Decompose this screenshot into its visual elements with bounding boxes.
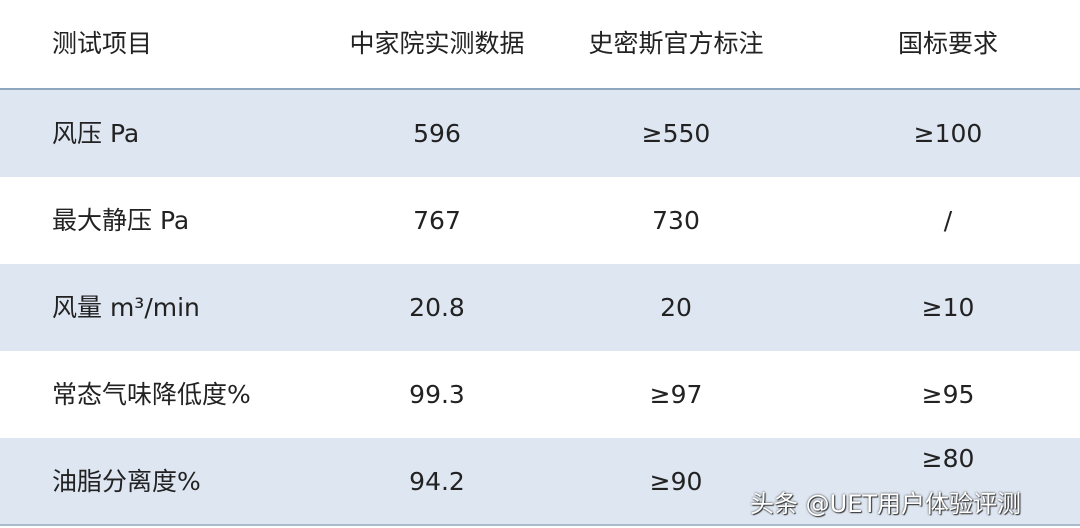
cell-official: ≥90 bbox=[649, 466, 703, 496]
cell-official: 730 bbox=[652, 205, 700, 235]
table-bottom-border bbox=[0, 524, 1080, 526]
cell-standard: ≥80 bbox=[921, 444, 975, 473]
header-official: 史密斯官方标注 bbox=[588, 29, 764, 58]
cell-official: 20 bbox=[660, 292, 692, 322]
cell-measured: 767 bbox=[413, 205, 461, 235]
watermark: 头条 @UET用户体验评测 bbox=[750, 490, 1022, 518]
cell-item: 油脂分离度% bbox=[52, 466, 201, 496]
cell-measured: 94.2 bbox=[409, 466, 465, 496]
table-row: 油脂分离度% 94.2 ≥90 ≥80 bbox=[0, 438, 1080, 525]
cell-standard: ≥95 bbox=[921, 379, 975, 409]
table-row: 最大静压 Pa 767 730 / bbox=[0, 177, 1080, 264]
cell-official: ≥97 bbox=[649, 379, 703, 409]
table-row: 风量 m³/min 20.8 20 ≥10 bbox=[0, 264, 1080, 351]
cell-standard: ≥100 bbox=[913, 118, 983, 148]
header-measured: 中家院实测数据 bbox=[349, 29, 525, 58]
cell-item: 风量 m³/min bbox=[52, 292, 200, 322]
cell-standard: ≥10 bbox=[921, 292, 975, 322]
cell-measured: 99.3 bbox=[409, 379, 465, 409]
cell-official: ≥550 bbox=[641, 118, 711, 148]
table-header: 测试项目 中家院实测数据 史密斯官方标注 国标要求 bbox=[0, 0, 1080, 90]
cell-item: 常态气味降低度% bbox=[52, 379, 251, 409]
cell-measured: 596 bbox=[413, 118, 461, 148]
cell-measured: 20.8 bbox=[409, 292, 465, 322]
header-standard: 国标要求 bbox=[897, 29, 999, 58]
cell-item: 最大静压 Pa bbox=[52, 205, 190, 235]
cell-item: 风压 Pa bbox=[52, 118, 140, 148]
cell-standard: / bbox=[943, 205, 953, 235]
header-item: 测试项目 bbox=[52, 29, 153, 58]
table-row: 风压 Pa 596 ≥550 ≥100 bbox=[0, 90, 1080, 177]
table-row: 常态气味降低度% 99.3 ≥97 ≥95 bbox=[0, 351, 1080, 438]
